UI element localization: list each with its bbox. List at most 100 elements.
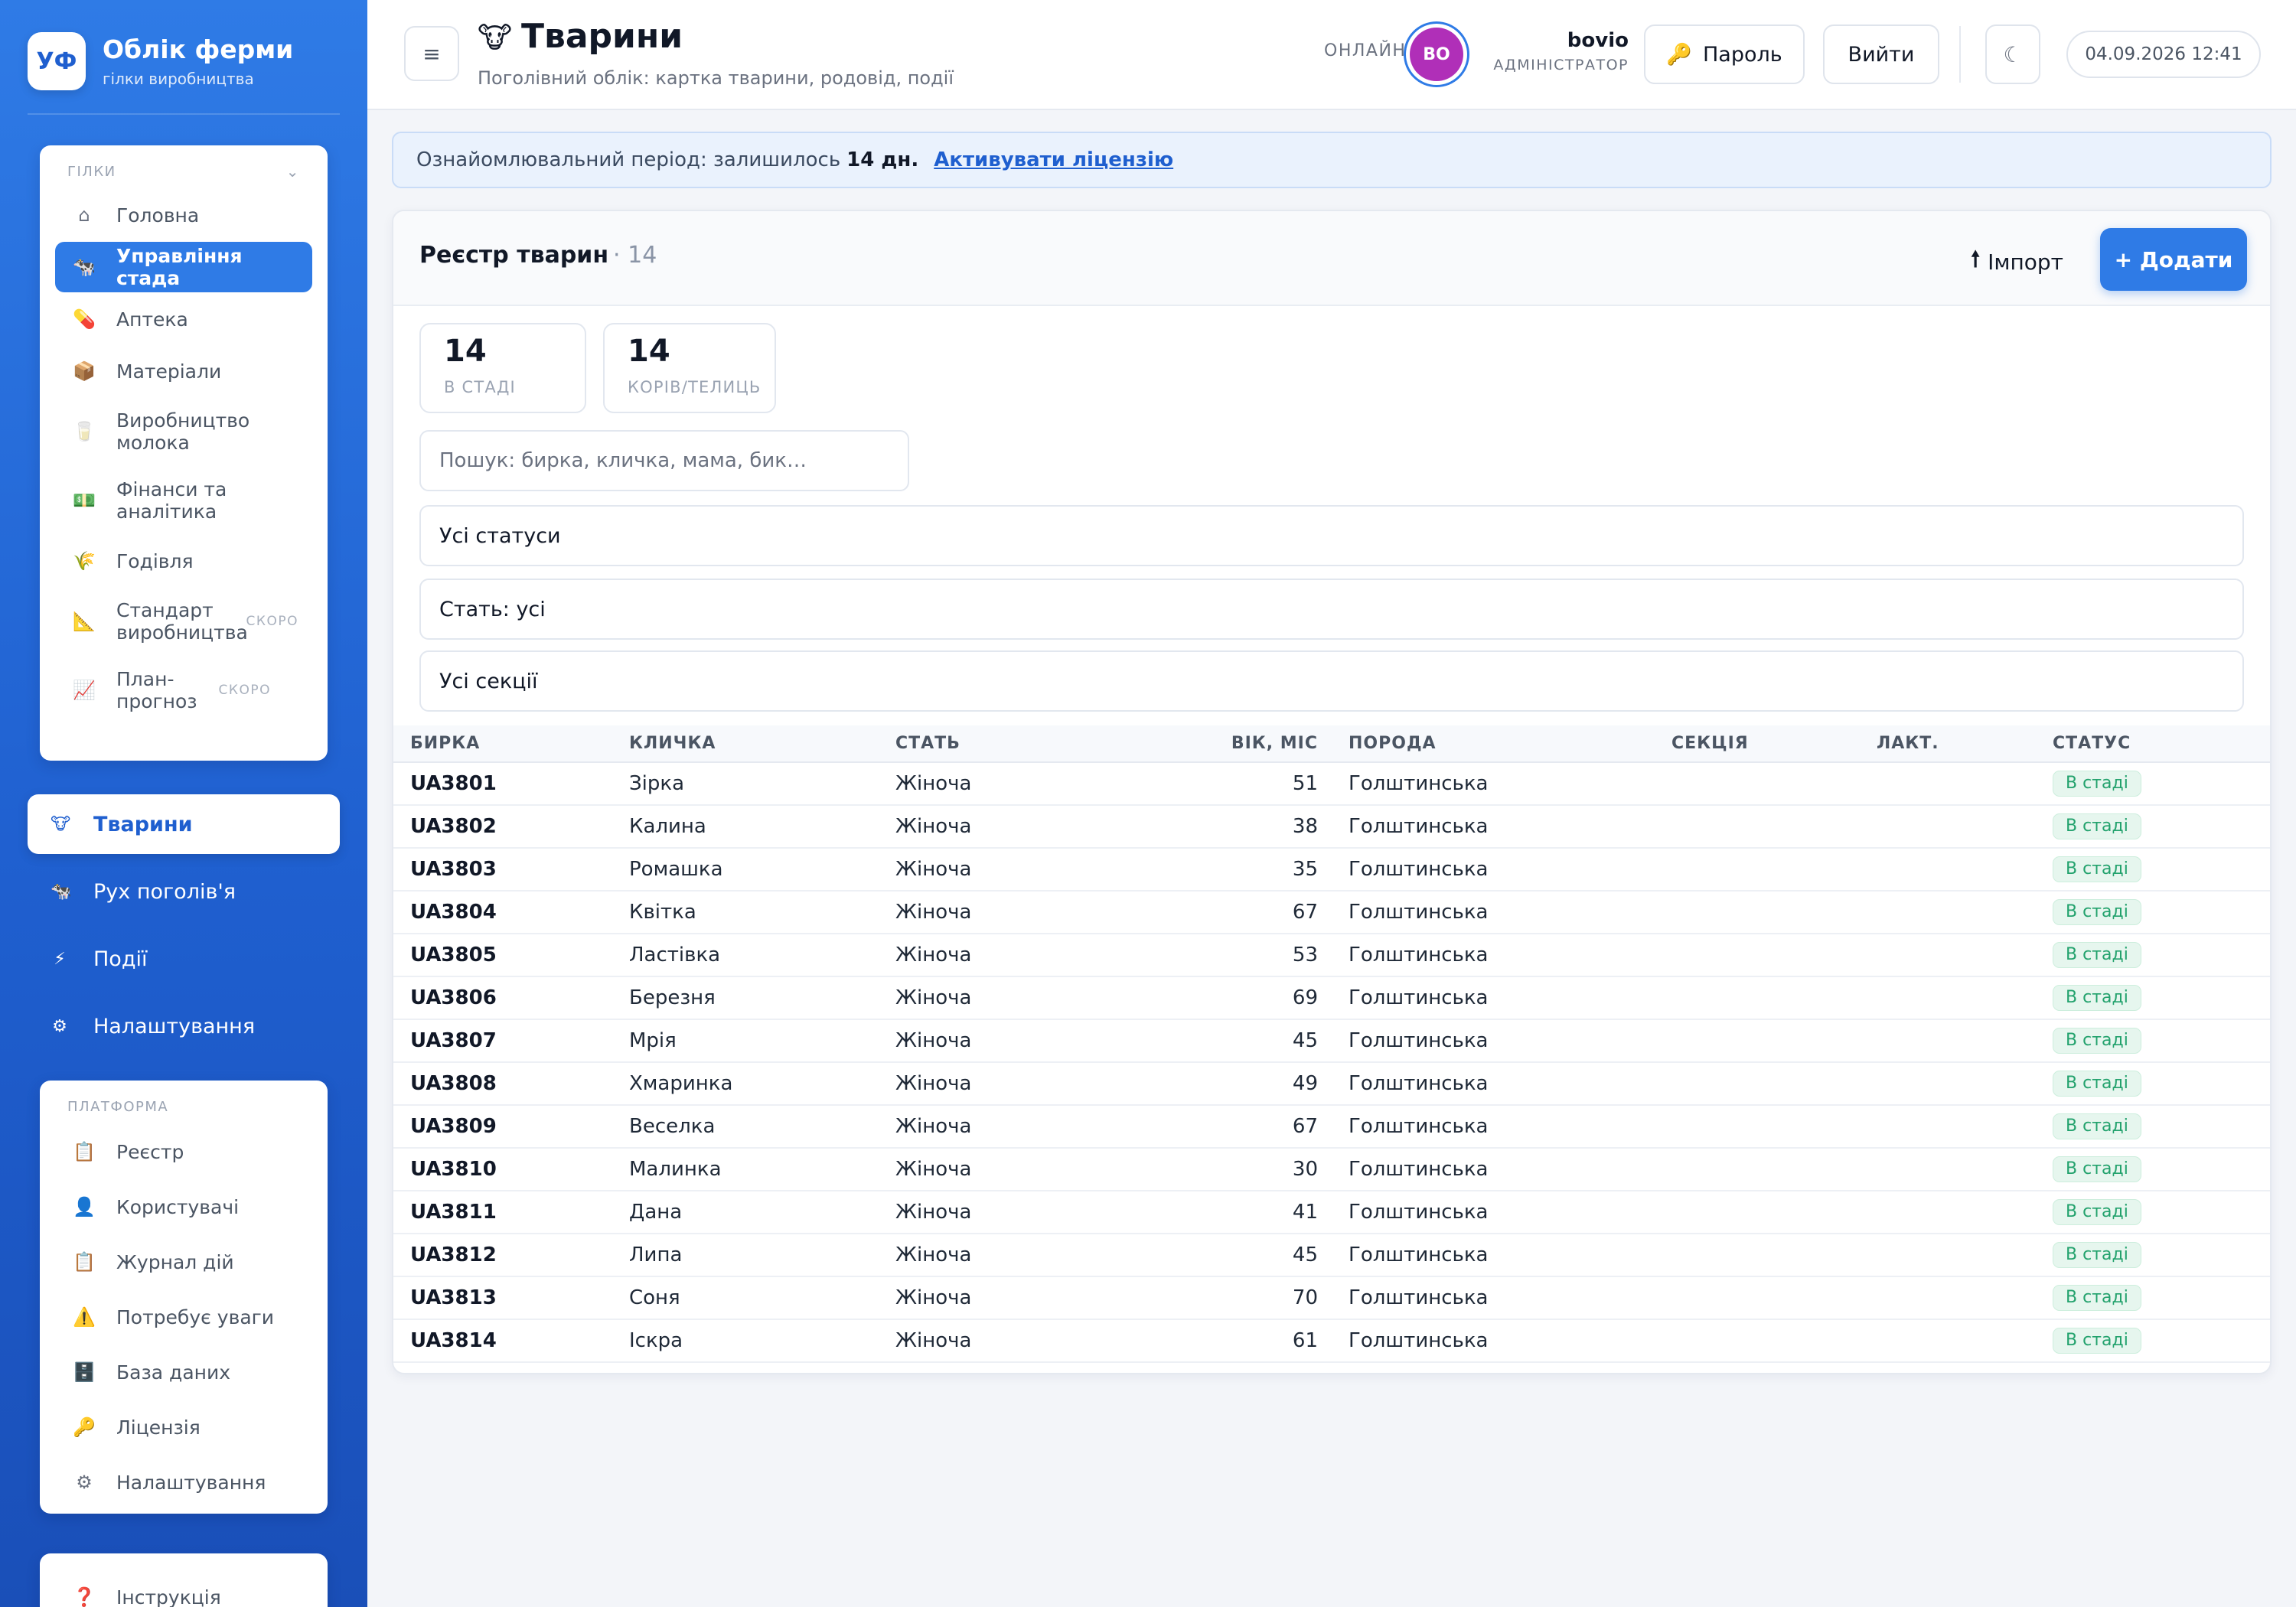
branches-card: ГІЛКИ ⌄ ⌂ Головна 🐄 Управління стада 💊 А… — [40, 145, 328, 761]
page-subtitle: Поголівний облік: картка тварини, родові… — [478, 67, 954, 89]
sidebar-item-users[interactable]: 👤 Користувачі — [55, 1180, 312, 1234]
table-row[interactable]: UA3804 Квітка Жіноча 67 Голштинська В стаді — [393, 891, 2270, 934]
search-input[interactable] — [419, 430, 909, 491]
sidebar-item-label: База даних — [116, 1361, 231, 1384]
sidebar-item-pharmacy[interactable]: 💊 Аптека — [55, 294, 312, 344]
trial-text: Ознайомлювальний період: залишилось — [416, 148, 841, 171]
column-header-sex[interactable]: СТАТЬ — [895, 725, 1125, 763]
animal-section — [1671, 1191, 1877, 1234]
sidebar-item-instructions[interactable]: ❓ Інструкція — [55, 1572, 312, 1607]
animal-name: Ластівка — [629, 934, 895, 977]
animal-breed: Голштинська — [1349, 1148, 1671, 1191]
logout-button[interactable]: Вийти — [1823, 24, 1939, 84]
sidebar-item-materials[interactable]: 📦 Матеріали — [55, 346, 312, 396]
column-header-lactation[interactable]: ЛАКТ. — [1877, 725, 2053, 763]
branches-group-header[interactable]: ГІЛКИ ⌄ — [40, 155, 328, 188]
animal-breed: Голштинська — [1349, 891, 1671, 934]
table-row[interactable]: UA3811 Дана Жіноча 41 Голштинська В стаді — [393, 1191, 2270, 1234]
animal-tag: UA3809 — [393, 1105, 629, 1149]
sidebar-item-events[interactable]: ⚡ Події — [28, 929, 340, 989]
column-header-section[interactable]: СЕКЦІЯ — [1671, 725, 1877, 763]
animal-lactation — [1877, 1019, 2053, 1063]
animal-section — [1671, 1276, 1877, 1320]
animal-name: Хмаринка — [629, 1062, 895, 1106]
password-button[interactable]: 🔑 Пароль — [1644, 24, 1805, 84]
pill-icon: 💊 — [73, 308, 96, 330]
sidebar-item-settings[interactable]: ⚙ Налаштування — [28, 996, 340, 1056]
table-row[interactable]: UA3809 Веселка Жіноча 67 Голштинська В стаді — [393, 1105, 2270, 1149]
animal-name: Веселка — [629, 1105, 895, 1149]
table-row[interactable]: UA3803 Ромашка Жіноча 35 Голштинська В стаді — [393, 848, 2270, 892]
table-row[interactable]: UA3814 Іскра Жіноча 61 Голштинська В стаді — [393, 1319, 2270, 1363]
registry-title: Реєстр тварин · 14 — [419, 242, 657, 269]
column-header-name[interactable]: КЛИЧКА — [629, 725, 895, 763]
status-badge: В стаді — [2053, 1285, 2141, 1311]
animal-name: Липа — [629, 1234, 895, 1277]
status-badge: В стаді — [2053, 899, 2141, 925]
sidebar-item-registry[interactable]: 📋 Реєстр — [55, 1125, 312, 1178]
status-filter-select[interactable]: Усі статуси — [419, 505, 2244, 566]
sidebar-item-feeding[interactable]: 🌾 Годівля — [55, 536, 312, 586]
import-button[interactable]: 🠕 Імпорт — [1971, 243, 2063, 280]
brand-divider — [28, 113, 340, 115]
table-row[interactable]: UA3801 Зірка Жіноча 51 Голштинська В стаді — [393, 762, 2270, 806]
column-header-tag[interactable]: БИРКА — [393, 725, 629, 763]
animal-registry-card: Реєстр тварин · 14 🠕 Імпорт + Додати 14 В… — [392, 210, 2272, 1374]
sidebar-item-platform-settings[interactable]: ⚙ Налаштування — [55, 1455, 312, 1509]
table-row[interactable]: UA3812 Липа Жіноча 45 Голштинська В стаді — [393, 1234, 2270, 1277]
sidebar-item-milk-production[interactable]: 🥛 Виробництво молока — [55, 398, 312, 465]
sidebar-item-database[interactable]: 🗄️ База даних — [55, 1345, 312, 1399]
table-row[interactable]: UA3805 Ластівка Жіноча 53 Голштинська В стаді — [393, 934, 2270, 977]
brand[interactable]: УФ Облік ферми гілки виробництва — [28, 31, 349, 92]
sidebar-item-herd-management[interactable]: 🐄 Управління стада — [55, 242, 312, 292]
status-badge: В стаді — [2053, 1028, 2141, 1054]
animal-section — [1671, 805, 1877, 849]
animal-lactation — [1877, 1276, 2053, 1320]
animal-section — [1671, 976, 1877, 1020]
sidebar-item-audit-log[interactable]: 📋 Журнал дій — [55, 1235, 312, 1289]
sidebar-item-finance[interactable]: 💵 Фінанси та аналітика — [55, 467, 312, 534]
animal-status-cell: В стаді — [2053, 891, 2270, 934]
animal-section — [1671, 891, 1877, 934]
sex-filter-select[interactable]: Стать: усі — [419, 579, 2244, 640]
animal-age: 41 — [1125, 1191, 1349, 1234]
avatar[interactable]: BO — [1410, 28, 1463, 81]
table-row[interactable]: UA3806 Березня Жіноча 69 Голштинська В стаді — [393, 976, 2270, 1020]
column-header-breed[interactable]: ПОРОДА — [1349, 725, 1671, 763]
animal-status-cell: В стаді — [2053, 1062, 2270, 1106]
table-row[interactable]: UA3810 Малинка Жіноча 30 Голштинська В стаді — [393, 1148, 2270, 1191]
animal-section — [1671, 934, 1877, 977]
animal-tag: UA3807 — [393, 1019, 629, 1063]
animal-tag: UA3810 — [393, 1148, 629, 1191]
table-row[interactable]: UA3802 Калина Жіноча 38 Голштинська В стаді — [393, 805, 2270, 849]
activate-license-link[interactable]: Активувати ліцензію — [934, 148, 1174, 171]
animal-breed: Голштинська — [1349, 805, 1671, 849]
soon-badge: СКОРО — [246, 614, 298, 629]
animal-age: 30 — [1125, 1148, 1349, 1191]
animal-section — [1671, 1062, 1877, 1106]
animal-tag: UA3802 — [393, 805, 629, 849]
sidebar-item-label: Матеріали — [116, 360, 222, 383]
table-row[interactable]: UA3813 Соня Жіноча 70 Голштинська В стаді — [393, 1276, 2270, 1320]
sub-navigation: 🐮 Тварини 🐄 Рух поголів'я ⚡ Події ⚙ Нала… — [28, 794, 340, 1064]
section-filter-select[interactable]: Усі секції — [419, 650, 2244, 712]
sidebar-item-plan-forecast[interactable]: 📈 План-прогноз СКОРО — [55, 657, 312, 724]
sidebar-item-label: Годівля — [116, 549, 194, 572]
add-button[interactable]: + Додати — [2100, 228, 2247, 291]
table-row[interactable]: UA3807 Мрія Жіноча 45 Голштинська В стаді — [393, 1019, 2270, 1063]
column-header-status[interactable]: СТАТУС — [2053, 725, 2270, 763]
sidebar-item-production-standard[interactable]: 📐 Стандарт виробництва СКОРО — [55, 588, 312, 655]
animal-lactation — [1877, 848, 2053, 892]
menu-toggle-button[interactable]: ≡ — [404, 26, 459, 81]
theme-toggle-button[interactable]: ☾ — [1985, 24, 2040, 84]
chevron-down-icon: ⌄ — [285, 162, 300, 181]
sidebar-item-home[interactable]: ⌂ Головна — [55, 190, 312, 240]
sidebar-item-livestock-movement[interactable]: 🐄 Рух поголів'я — [28, 862, 340, 921]
sidebar-item-needs-attention[interactable]: ⚠️ Потребує уваги — [55, 1290, 312, 1344]
table-row[interactable]: UA3808 Хмаринка Жіноча 49 Голштинська В стаді — [393, 1062, 2270, 1106]
sidebar-item-animals[interactable]: 🐮 Тварини — [28, 794, 340, 854]
sidebar-item-license[interactable]: 🔑 Ліцензія — [55, 1400, 312, 1454]
animal-age: 67 — [1125, 1105, 1349, 1149]
registry-title-text: Реєстр тварин — [419, 242, 609, 269]
column-header-age[interactable]: ВІК, МІС — [1125, 725, 1349, 763]
